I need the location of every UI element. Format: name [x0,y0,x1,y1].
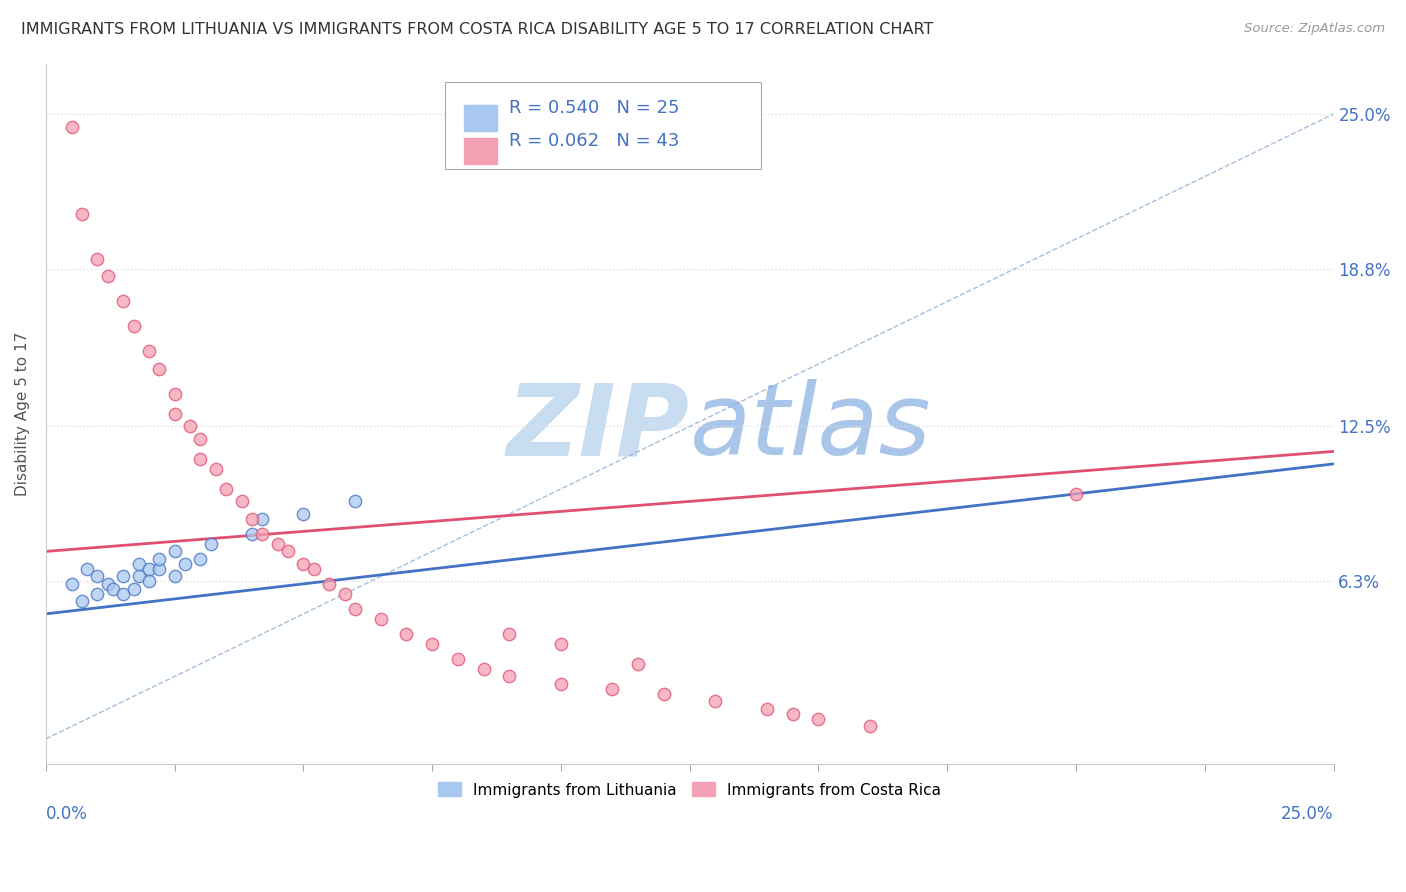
Point [782,706,804,721]
Point [122,319,145,334]
Point [652,687,675,701]
Point [252,512,274,526]
Point [163,544,186,558]
Point [76,562,98,576]
Point [602,681,624,696]
Point [112,294,135,309]
Point [420,637,443,651]
Point [318,577,340,591]
Point [292,557,315,571]
Point [86,569,108,583]
Point [122,582,145,596]
Text: R = 0.540   N = 25: R = 0.540 N = 25 [509,99,681,117]
Point [240,527,263,541]
Text: ZIP: ZIP [506,379,690,476]
Bar [464,104,496,131]
Point [231,494,253,508]
Point [395,627,418,641]
Point [704,694,727,708]
Text: atlas: atlas [690,379,931,476]
Point [190,432,212,446]
Text: IMMIGRANTS FROM LITHUANIA VS IMMIGRANTS FROM COSTA RICA DISABILITY AGE 5 TO 17 C: IMMIGRANTS FROM LITHUANIA VS IMMIGRANTS … [21,22,934,37]
Point [148,552,170,566]
Point [60,577,83,591]
Point [112,569,135,583]
Point [148,362,170,376]
Point [498,669,520,683]
Point [86,252,108,266]
Point [447,652,470,666]
Point [550,637,572,651]
Point [370,612,392,626]
Legend: Immigrants from Lithuania, Immigrants from Costa Rica: Immigrants from Lithuania, Immigrants fr… [430,775,949,805]
Bar [464,137,496,164]
Point [97,269,120,284]
Point [215,482,238,496]
Point [128,569,150,583]
Point [179,419,201,434]
Point [859,719,882,733]
Point [70,207,93,221]
Point [343,494,366,508]
Point [277,544,299,558]
Point [138,574,160,589]
Point [163,569,186,583]
Point [190,552,212,566]
Point [333,587,356,601]
Point [205,462,228,476]
Point [472,662,495,676]
Text: Source: ZipAtlas.com: Source: ZipAtlas.com [1244,22,1385,36]
Point [550,677,572,691]
Point [97,577,120,591]
Point [240,512,263,526]
Point [343,602,366,616]
Point [70,594,93,608]
Point [807,712,830,726]
Point [138,562,160,576]
Point [1064,487,1087,501]
Point [190,451,212,466]
Point [101,582,124,596]
Text: R = 0.062   N = 43: R = 0.062 N = 43 [509,132,681,150]
FancyBboxPatch shape [446,81,761,169]
Text: 25.0%: 25.0% [1281,805,1333,823]
Point [292,507,315,521]
Point [174,557,197,571]
Point [498,627,520,641]
Point [163,407,186,421]
Point [128,557,150,571]
Text: 0.0%: 0.0% [46,805,87,823]
Point [163,387,186,401]
Point [756,702,779,716]
Point [148,562,170,576]
Point [252,527,274,541]
Point [200,537,222,551]
Point [112,587,135,601]
Point [302,562,325,576]
Point [86,587,108,601]
Point [627,657,650,671]
Y-axis label: Disability Age 5 to 17: Disability Age 5 to 17 [15,332,30,496]
Point [60,120,83,134]
Point [267,537,290,551]
Point [138,344,160,359]
